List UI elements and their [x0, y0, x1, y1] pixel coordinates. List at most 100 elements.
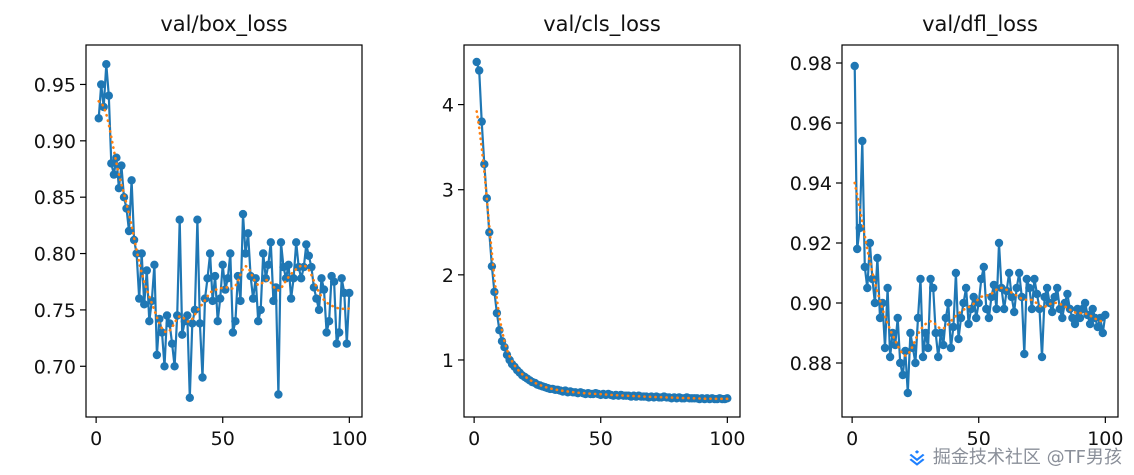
data-point-marker — [490, 287, 499, 297]
data-point-marker — [898, 370, 907, 380]
data-point-marker — [994, 238, 1004, 248]
data-point-marker — [1017, 292, 1026, 302]
data-point-marker — [198, 373, 207, 382]
data-point-marker — [319, 285, 329, 294]
data-point-marker — [1085, 319, 1095, 329]
smoothed-line — [853, 181, 1107, 358]
data-point-marker — [216, 294, 225, 303]
data-point-marker — [135, 294, 144, 303]
data-point-marker — [1015, 268, 1024, 278]
data-point-marker — [941, 313, 950, 323]
y-tick-label: 0.70 — [34, 356, 76, 378]
data-point-marker — [888, 328, 897, 338]
plot-area-dfl-loss: 0.88 0.90 0.92 0.94 0.96 0.98 0 50 100 — [790, 44, 1123, 450]
data-point-marker — [1058, 313, 1067, 323]
data-point-marker — [297, 274, 306, 283]
data-point-marker — [1098, 328, 1107, 338]
data-point-marker — [335, 328, 344, 337]
data-point-marker — [860, 262, 869, 272]
data-point-marker — [984, 313, 994, 323]
data-point-marker — [913, 313, 923, 323]
data-point-marker — [1101, 310, 1110, 320]
data-point-marker — [332, 339, 341, 348]
data-point-marker — [1004, 268, 1014, 278]
data-point-marker — [195, 319, 205, 328]
data-point-marker — [929, 283, 938, 293]
data-point-marker — [175, 215, 184, 224]
y-tick-label: 0.94 — [790, 173, 832, 195]
y-tick-label: 1 — [442, 350, 454, 372]
data-point-marker — [1010, 307, 1019, 317]
data-point-marker — [167, 339, 177, 348]
data-point-marker — [193, 215, 202, 224]
data-point-marker — [213, 317, 222, 326]
data-point-marker — [329, 277, 339, 286]
data-point-marker — [1075, 313, 1085, 323]
data-point-marker — [949, 322, 958, 332]
data-point-marker — [926, 274, 935, 284]
data-point-marker — [264, 260, 273, 269]
data-point-marker — [223, 274, 232, 283]
data-point-marker — [853, 244, 862, 254]
y-tick-label: 0.96 — [790, 113, 832, 135]
data-point-marker — [261, 274, 270, 283]
data-point-marker — [119, 193, 129, 202]
data-point-marker — [342, 339, 351, 348]
data-point-marker — [495, 326, 504, 335]
y-tick-label: 0.88 — [790, 353, 832, 375]
y-tick-label: 0.92 — [790, 233, 832, 255]
x-tick-label: 0 — [846, 428, 858, 450]
data-point-marker — [921, 328, 930, 338]
data-point-marker — [1088, 304, 1097, 314]
data-point-marker — [345, 288, 354, 298]
data-point-marker — [157, 328, 167, 337]
data-point-marker — [236, 296, 245, 306]
data-point-marker — [226, 249, 235, 258]
data-point-marker — [1070, 319, 1080, 329]
axes-frame — [85, 44, 363, 418]
data-point-marker — [1048, 307, 1057, 317]
chart-title-dfl-loss: val/dfl_loss — [922, 12, 1038, 37]
x-tick-label: 100 — [1087, 428, 1123, 450]
data-point-marker — [873, 253, 882, 263]
data-point-marker — [885, 352, 895, 362]
data-point-marker — [1053, 283, 1062, 293]
data-point-marker — [248, 294, 258, 303]
data-point-marker — [208, 296, 217, 306]
y-tick-label: 0.80 — [34, 244, 76, 266]
x-tick-label: 50 — [967, 428, 991, 450]
data-point-marker — [916, 274, 925, 284]
data-point-marker — [1027, 304, 1037, 314]
data-point-marker — [190, 305, 200, 315]
data-point-marker — [254, 317, 263, 326]
data-point-marker — [875, 313, 885, 323]
data-point-marker — [274, 390, 283, 399]
data-point-marker — [1080, 298, 1090, 308]
data-point-marker — [276, 238, 286, 247]
data-point-marker — [1040, 292, 1049, 302]
data-point-marker — [999, 304, 1009, 314]
data-point-marker — [1022, 274, 1031, 284]
y-tick-label: 0.90 — [790, 293, 832, 315]
data-point-marker — [1012, 283, 1021, 293]
data-point-marker — [243, 229, 253, 238]
data-point-marker — [1042, 283, 1052, 293]
data-point-marker — [97, 80, 106, 89]
data-point-marker — [477, 117, 486, 126]
data-point-marker — [1030, 274, 1039, 284]
data-point-marker — [880, 343, 890, 353]
data-point-marker — [956, 313, 966, 323]
data-point-marker — [992, 304, 1001, 314]
data-point-marker — [944, 298, 953, 308]
data-point-marker — [1037, 352, 1047, 362]
data-point-marker — [256, 305, 265, 315]
data-point-marker — [284, 260, 293, 269]
data-point-marker — [210, 271, 220, 281]
data-point-marker — [165, 319, 174, 328]
data-point-marker — [969, 292, 978, 302]
data-point-marker — [269, 296, 278, 306]
data-point-marker — [152, 350, 162, 360]
data-point-marker — [951, 268, 961, 278]
plot-area-box-loss: 0.70 0.75 0.80 0.85 0.90 0.95 0 50 100 — [34, 44, 367, 450]
data-point-marker — [107, 159, 116, 168]
